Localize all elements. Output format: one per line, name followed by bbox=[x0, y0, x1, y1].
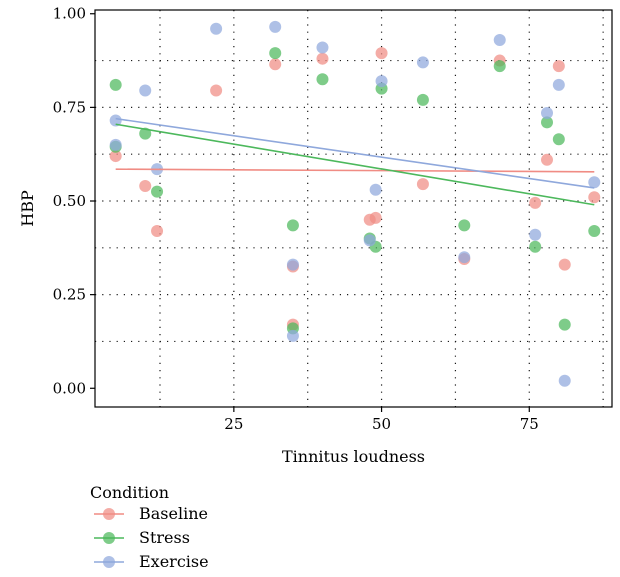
x-tick-label: 25 bbox=[224, 415, 243, 433]
data-point-stress bbox=[316, 73, 329, 86]
data-point-baseline bbox=[139, 180, 152, 193]
data-point-baseline bbox=[369, 211, 382, 224]
y-tick-label: 0.25 bbox=[53, 286, 86, 304]
data-point-baseline bbox=[316, 52, 329, 65]
data-point-baseline bbox=[541, 153, 554, 166]
data-point-exercise bbox=[558, 374, 571, 387]
data-point-baseline bbox=[416, 178, 429, 191]
legend: Condition Baseline Stress Exercise bbox=[90, 483, 209, 571]
trend-lines bbox=[115, 117, 595, 206]
legend-title: Condition bbox=[90, 483, 169, 502]
data-point-exercise bbox=[552, 78, 565, 91]
data-point-stress bbox=[588, 224, 601, 237]
x-tick-label: 75 bbox=[520, 415, 539, 433]
data-point-exercise bbox=[286, 329, 299, 342]
data-point-exercise bbox=[375, 75, 388, 88]
legend-marker-stress bbox=[103, 532, 115, 544]
data-point-exercise bbox=[139, 84, 152, 97]
data-point-stress bbox=[109, 78, 122, 91]
y-tick-label: 0.75 bbox=[53, 98, 86, 116]
data-point-exercise bbox=[210, 22, 223, 35]
data-point-exercise bbox=[363, 234, 376, 247]
legend-marker-baseline bbox=[103, 508, 115, 520]
data-point-baseline bbox=[588, 191, 601, 204]
data-point-exercise bbox=[269, 20, 282, 33]
legend-marker-exercise bbox=[103, 556, 115, 568]
data-point-stress bbox=[286, 219, 299, 232]
plot-frame bbox=[94, 9, 613, 408]
data-point-stress bbox=[541, 116, 554, 129]
data-point-stress bbox=[493, 60, 506, 73]
data-point-baseline bbox=[269, 58, 282, 71]
data-point-exercise bbox=[109, 114, 122, 127]
data-point-exercise bbox=[493, 33, 506, 46]
data-point-exercise bbox=[316, 41, 329, 54]
data-point-exercise bbox=[416, 56, 429, 69]
trend-line-exercise bbox=[115, 117, 595, 189]
y-axis-ticks: 0.00 0.25 0.50 0.75 1.00 bbox=[53, 5, 95, 397]
data-point-stress bbox=[529, 240, 542, 253]
data-points bbox=[109, 20, 601, 387]
x-axis-title: Tinnitus loudness bbox=[282, 447, 425, 466]
data-point-exercise bbox=[369, 183, 382, 196]
data-point-baseline bbox=[529, 196, 542, 209]
data-point-stress bbox=[458, 219, 471, 232]
data-point-exercise bbox=[458, 251, 471, 264]
legend-label-stress: Stress bbox=[139, 528, 190, 547]
data-point-exercise bbox=[286, 258, 299, 271]
data-point-stress bbox=[558, 318, 571, 331]
data-point-baseline bbox=[109, 150, 122, 163]
data-point-exercise bbox=[109, 138, 122, 151]
data-point-baseline bbox=[151, 224, 164, 237]
trend-line-stress bbox=[115, 123, 595, 206]
data-point-baseline bbox=[552, 60, 565, 73]
legend-label-baseline: Baseline bbox=[139, 504, 208, 523]
y-axis-title: HBP bbox=[18, 190, 37, 227]
y-tick-label: 0.00 bbox=[53, 379, 86, 397]
data-point-stress bbox=[269, 47, 282, 60]
legend-label-exercise: Exercise bbox=[139, 552, 209, 571]
y-tick-label: 1.00 bbox=[53, 5, 86, 23]
data-point-baseline bbox=[210, 84, 223, 97]
data-point-baseline bbox=[375, 47, 388, 60]
data-point-exercise bbox=[529, 228, 542, 241]
data-point-baseline bbox=[558, 258, 571, 271]
x-axis-ticks: 25 50 75 bbox=[224, 407, 539, 433]
data-point-stress bbox=[416, 93, 429, 106]
data-point-stress bbox=[139, 127, 152, 140]
data-point-exercise bbox=[588, 176, 601, 189]
data-point-stress bbox=[151, 185, 164, 198]
data-point-exercise bbox=[541, 106, 554, 119]
data-point-stress bbox=[552, 133, 565, 146]
trend-line-baseline bbox=[115, 168, 595, 173]
x-tick-label: 50 bbox=[372, 415, 391, 433]
y-tick-label: 0.50 bbox=[53, 192, 86, 210]
